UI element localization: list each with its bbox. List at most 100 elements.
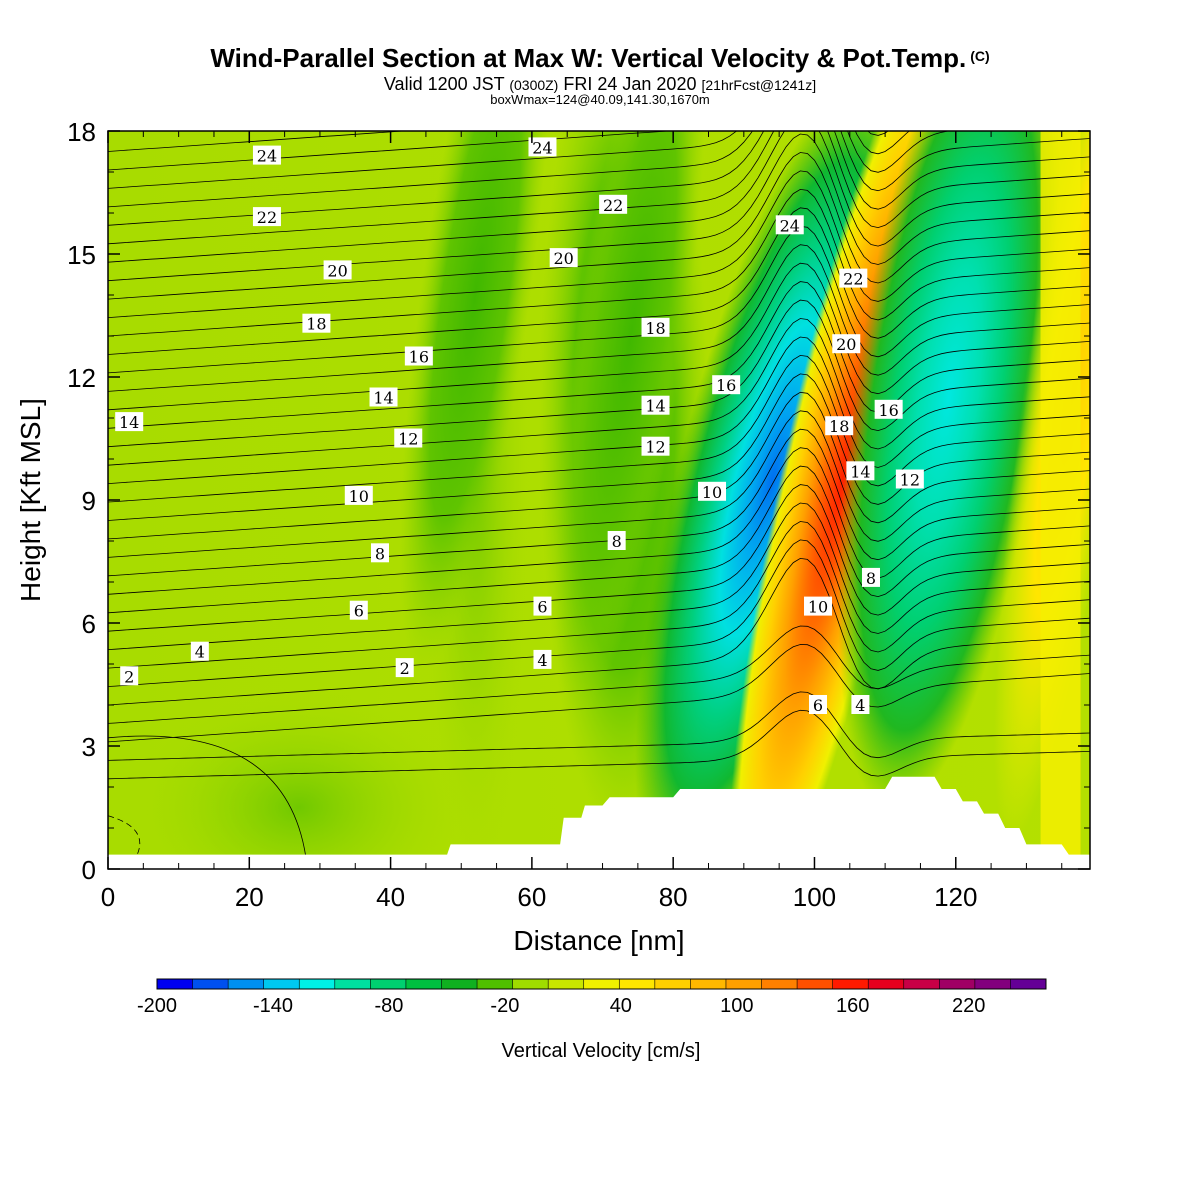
contour-label-box — [874, 399, 903, 419]
downdraft-core — [837, 131, 1060, 814]
colorbar-tick-label: 100 — [720, 995, 753, 1017]
contour-label-box — [861, 567, 880, 587]
contour-label: 12 — [645, 438, 665, 457]
x-tick-label: 80 — [659, 882, 688, 912]
contour-label-box — [775, 215, 804, 235]
contour-label: 8 — [866, 569, 876, 588]
chart-title: Wind-Parallel Section at Max W: Vertical… — [0, 43, 1200, 74]
contour-label: 20 — [553, 249, 573, 268]
contour-label: 8 — [375, 544, 385, 563]
theta-contour-line — [108, 262, 1090, 411]
colorbar-swatch — [1010, 979, 1047, 989]
theta-contour-line — [108, 281, 1090, 429]
x-tick-label: 0 — [101, 882, 115, 912]
contour-label-box — [302, 313, 331, 333]
contour-label-box — [549, 248, 578, 268]
contour-label-box — [599, 194, 628, 214]
colorbar-swatch — [974, 979, 1011, 989]
contour-label: 10 — [808, 598, 828, 617]
theta-contour-line — [108, 131, 889, 152]
theta-contour-line — [108, 410, 1090, 558]
contour-label: 6 — [813, 696, 823, 715]
colorbar-swatch — [725, 979, 763, 989]
theta-contour-line — [108, 391, 1090, 540]
colorbar: -200 -140 -80 -20 40 100 160 220 — [137, 978, 1047, 1017]
contour-label: 14 — [645, 397, 665, 416]
contour-label-box — [825, 416, 854, 436]
contour-label-box — [895, 469, 924, 489]
y-tick-label: 15 — [67, 240, 96, 270]
contour-label-box — [712, 375, 741, 395]
theta-contour-line — [108, 131, 1090, 245]
copyright-mark: (C) — [970, 48, 990, 64]
theta-contour-line — [108, 735, 307, 857]
contour-label: 16 — [716, 376, 736, 395]
colorbar-swatch — [797, 979, 834, 989]
contour-label: 14 — [850, 462, 870, 481]
theta-contour-line — [108, 225, 1090, 374]
contour-label-box — [607, 531, 626, 550]
colorbar-tick-label: -80 — [374, 995, 403, 1017]
x-tick-label: 40 — [376, 882, 405, 912]
contour-label: 24 — [532, 138, 552, 157]
colorbar-swatch — [939, 979, 976, 989]
colorbar-swatch — [157, 979, 194, 989]
contour-label: 24 — [257, 147, 277, 166]
theta-contour-line — [108, 428, 1090, 577]
contour-label-box — [804, 596, 833, 616]
colorbar-swatch — [192, 979, 229, 989]
x-tick-label: 60 — [517, 882, 546, 912]
contour-label-box — [832, 334, 861, 354]
weak-downdraft-band — [128, 687, 469, 869]
colorbar-swatch — [263, 979, 300, 989]
theta-contour-line — [108, 484, 1090, 632]
y-tick-label: 9 — [82, 486, 96, 516]
contour-label: 18 — [829, 417, 849, 436]
theta-contour-line — [108, 373, 1090, 521]
contour-label: 10 — [349, 487, 369, 506]
colorbar-swatch — [868, 979, 905, 989]
contour-label: 18 — [306, 315, 326, 334]
y-tick-label: 12 — [67, 363, 96, 393]
theta-contour-line — [108, 625, 1090, 724]
colorbar-tick-label: -20 — [490, 995, 519, 1017]
downdraft-core — [554, 131, 707, 713]
theta-contour-line — [108, 539, 1090, 687]
theta-contour-line — [108, 336, 1090, 484]
contour-label: 6 — [354, 602, 364, 621]
y-axis-label: Height [Kft MSL] — [15, 398, 46, 602]
colorbar-swatch — [761, 979, 798, 989]
valid-prefix: Valid 1200 JST — [383, 74, 505, 94]
contour-label: 20 — [327, 261, 347, 280]
contour-label-box — [533, 596, 552, 616]
contour-label: 22 — [843, 270, 863, 289]
contour-label-box — [349, 600, 368, 620]
contour-label-box — [528, 137, 557, 157]
contour-label-box — [839, 268, 868, 288]
colorbar-tick-label: 220 — [952, 995, 985, 1017]
colorbar-tick-label: -200 — [137, 995, 177, 1017]
contour-label: 2 — [400, 659, 410, 678]
contour-label: 12 — [900, 471, 920, 490]
contour-label-box — [344, 485, 373, 505]
valid-time-line: Valid 1200 JST (0300Z) FRI 24 Jan 2020 [… — [0, 74, 1200, 95]
colorbar-swatch — [441, 979, 478, 989]
y-tick-label: 3 — [82, 732, 96, 762]
theta-contour-line — [108, 133, 1090, 282]
potential-temperature-contours — [108, 131, 1090, 857]
contour-label: 12 — [398, 430, 418, 449]
theta-contour-line — [108, 502, 1090, 650]
colorbar-swatch — [903, 979, 940, 989]
contour-label: 2 — [124, 667, 134, 686]
x-tick-label: 100 — [793, 882, 836, 912]
axes: 0 20 40 60 80 100 120 0 3 6 9 12 15 18 — [67, 117, 1090, 912]
contour-label: 22 — [603, 196, 623, 215]
contour-label-box — [323, 260, 352, 280]
contour-label: 4 — [855, 696, 865, 715]
valid-forecast: [21hrFcst@1241z] — [701, 77, 817, 93]
colorbar-frame — [156, 978, 1047, 990]
theta-contour-line — [108, 152, 1090, 300]
